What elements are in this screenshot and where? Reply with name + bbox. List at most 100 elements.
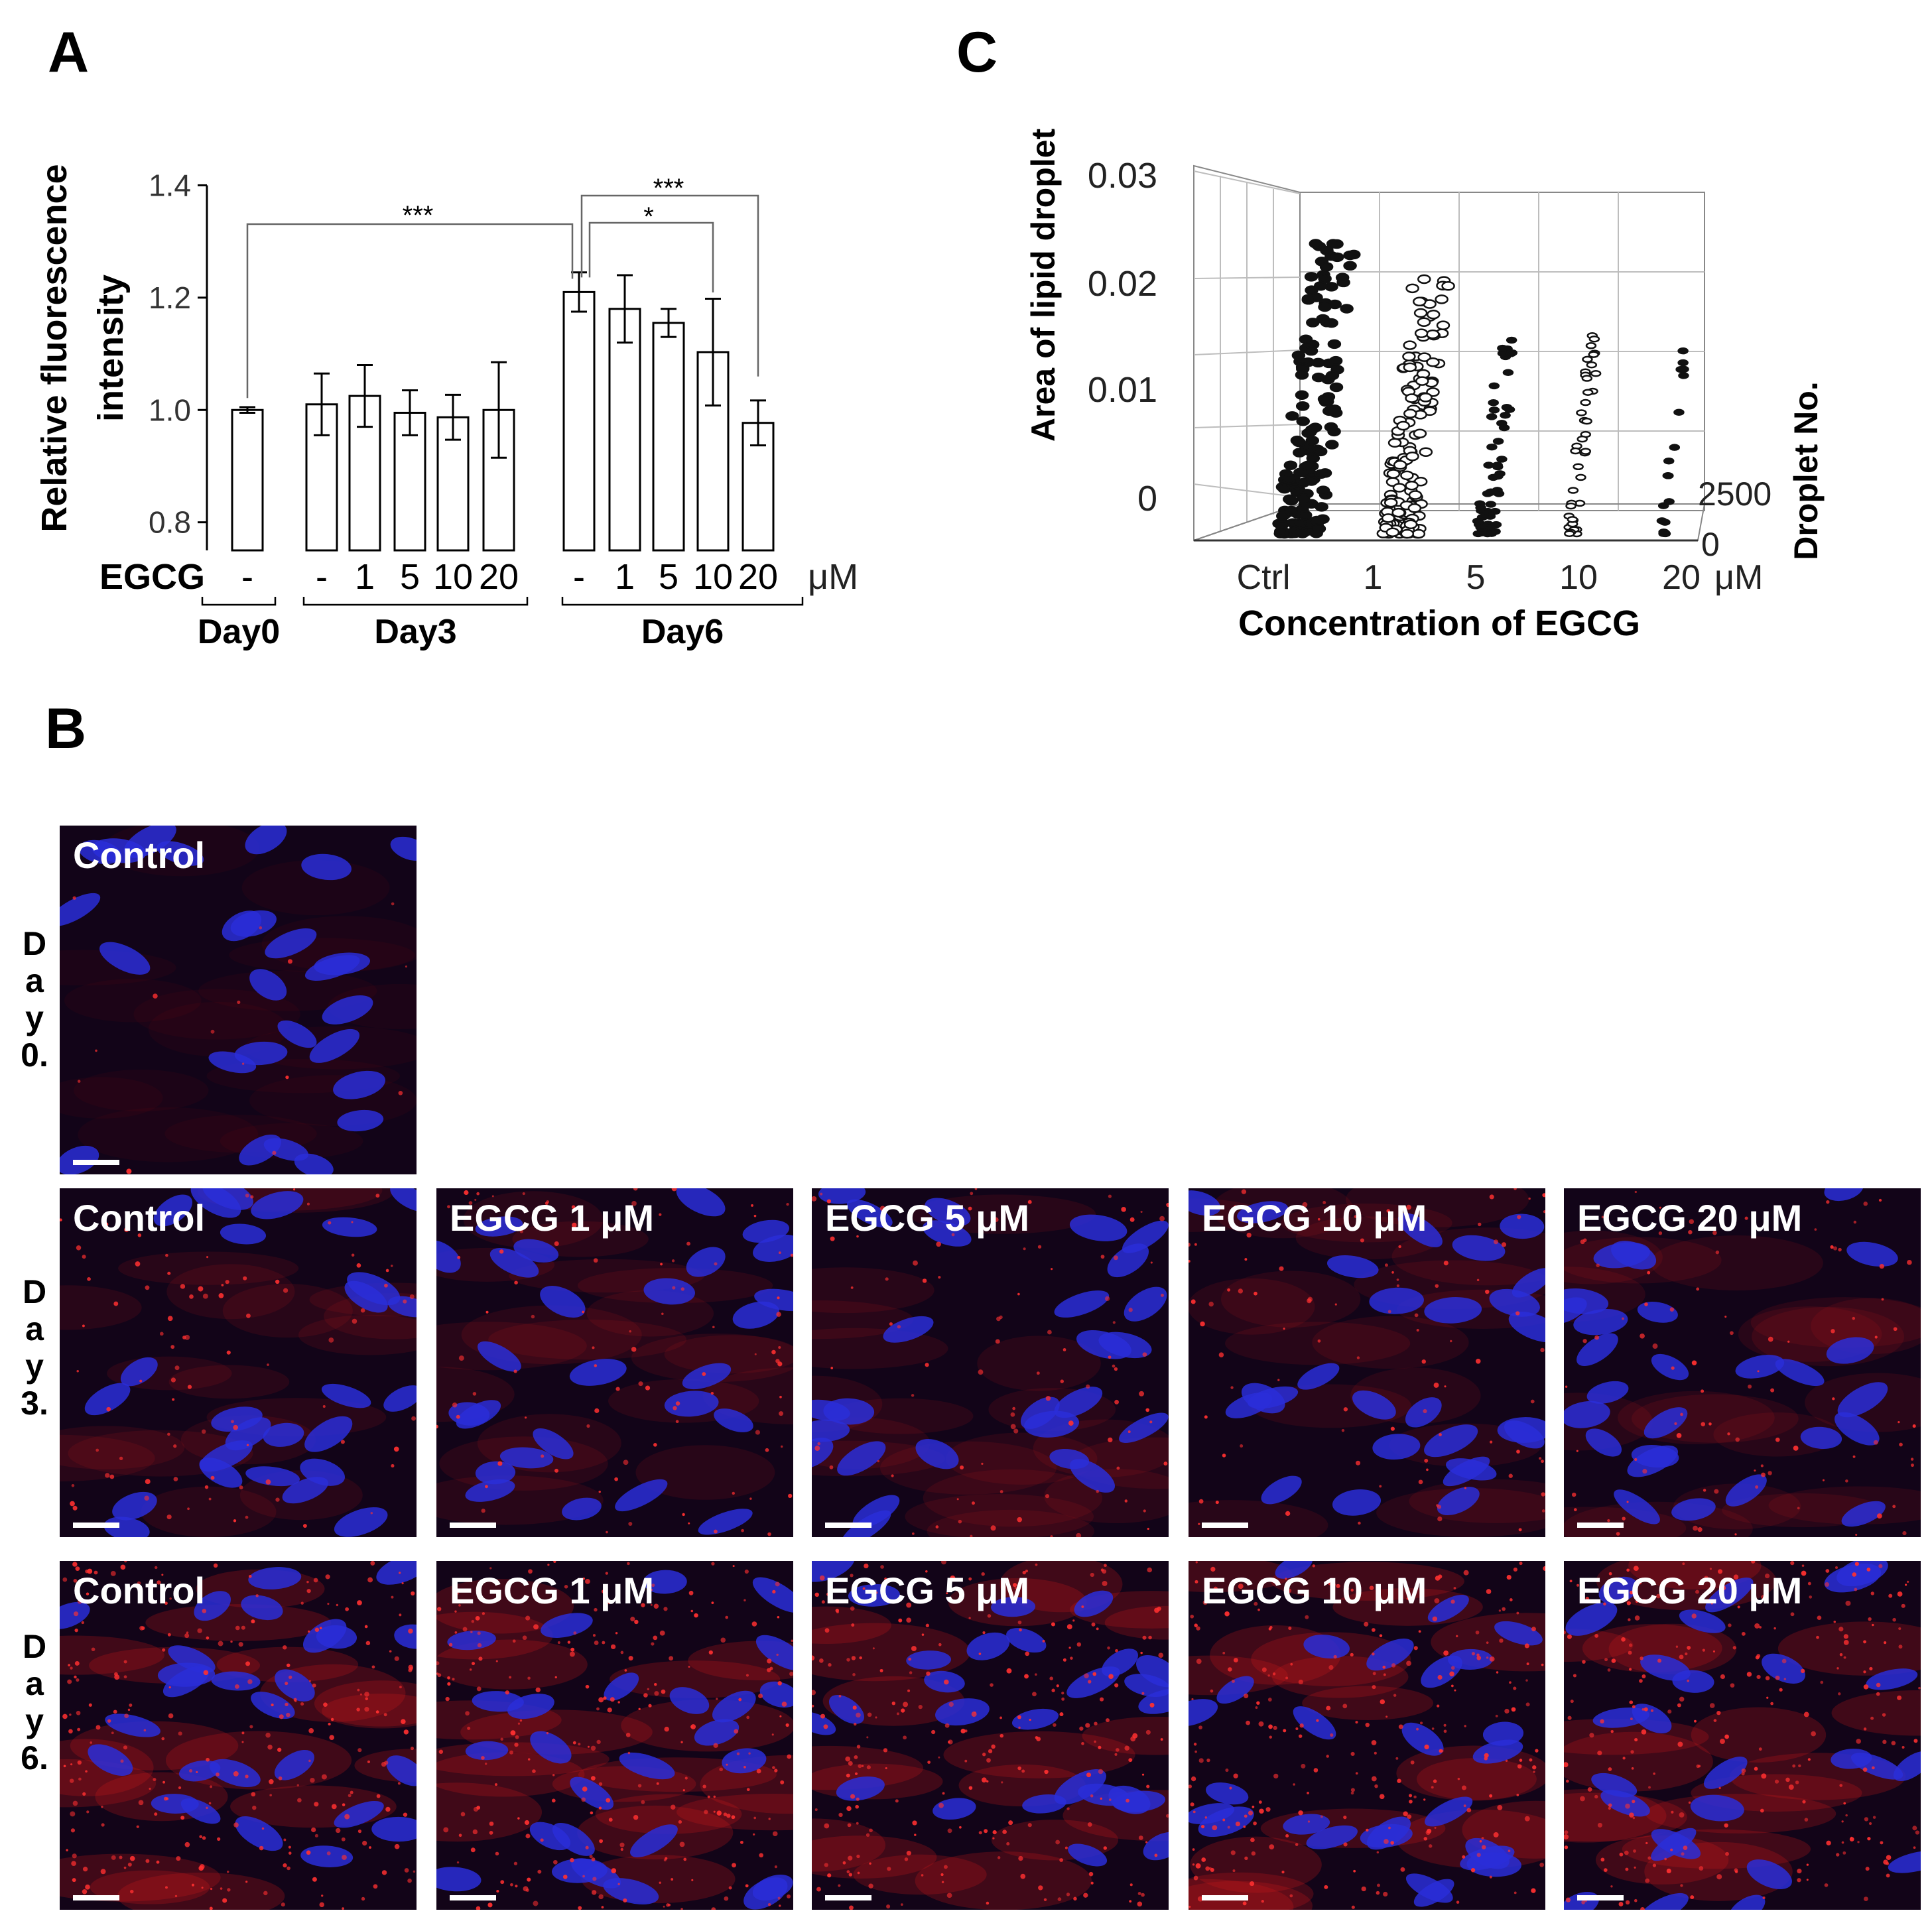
lipid-droplet	[269, 1794, 272, 1797]
data-point	[1480, 512, 1491, 520]
lipid-droplet	[767, 1902, 771, 1906]
lipid-droplet	[767, 1658, 772, 1664]
lipid-droplet	[1886, 1855, 1892, 1861]
cytoplasm	[460, 1710, 653, 1755]
lipid-droplet	[950, 1575, 956, 1581]
lipid-droplet	[1225, 1768, 1229, 1773]
nucleus	[274, 1749, 314, 1780]
cytoplasm	[1564, 1718, 1709, 1755]
data-point	[1500, 412, 1511, 419]
nucleus	[933, 1798, 976, 1820]
lipid-droplet	[383, 1713, 387, 1717]
lipid-droplet	[1594, 1794, 1598, 1799]
lipid-droplet	[90, 1741, 93, 1744]
nucleus	[1054, 1387, 1103, 1418]
cytoplasm	[812, 1267, 934, 1314]
data-point	[1309, 239, 1323, 249]
lipid-droplet	[1102, 1569, 1107, 1574]
lipid-droplet	[218, 1293, 224, 1298]
lipid-droplet	[820, 1192, 823, 1196]
lipid-droplet	[67, 1679, 72, 1684]
lipid-droplet	[1020, 1873, 1026, 1879]
lipid-droplet	[1240, 1444, 1244, 1448]
lipid-droplet	[812, 1655, 815, 1661]
nucleus	[1841, 1501, 1886, 1527]
lipid-droplet	[1256, 1701, 1260, 1705]
lipid-droplet	[1194, 1750, 1197, 1753]
lipid-droplet	[162, 1780, 165, 1784]
lipid-droplet	[438, 1749, 444, 1754]
lipid-droplet	[875, 1591, 878, 1594]
nucleus	[371, 1816, 417, 1842]
lipid-droplet	[643, 1693, 648, 1698]
lipid-droplet	[858, 1764, 862, 1769]
lipid-droplet	[514, 1742, 519, 1747]
lipid-droplet	[458, 1604, 461, 1607]
lipid-droplet	[1565, 1779, 1569, 1783]
lipid-droplet	[1836, 1853, 1840, 1857]
lipid-droplet	[238, 1642, 243, 1647]
data-point	[1407, 503, 1422, 513]
lipid-droplet	[1758, 1747, 1762, 1751]
data-point	[1413, 428, 1427, 439]
lipid-droplet	[1423, 1408, 1427, 1414]
nucleus	[722, 1748, 767, 1774]
cytoplasm	[610, 1660, 781, 1698]
nucleus	[168, 1645, 216, 1673]
lipid-droplet	[1355, 1721, 1358, 1724]
lipid-droplet	[350, 1790, 354, 1794]
lipid-droplet	[1198, 1758, 1204, 1763]
lipid-droplet	[1869, 1666, 1873, 1671]
nucleus	[248, 1567, 302, 1589]
lipid-droplet	[385, 1269, 389, 1273]
lipid-droplet	[1845, 1814, 1848, 1817]
nucleus	[1427, 1594, 1469, 1623]
nucleus	[376, 1561, 417, 1585]
lipid-droplet	[495, 1851, 499, 1856]
lipid-droplet	[1607, 1668, 1611, 1672]
cytoplasm	[60, 1077, 163, 1119]
lipid-droplet	[201, 1887, 204, 1889]
lipid-droplet	[476, 1806, 481, 1810]
lipid-droplet	[1761, 1472, 1766, 1477]
cytoplasm	[1564, 1628, 1634, 1662]
lipid-droplet	[776, 1653, 779, 1656]
lipid-droplet	[1911, 1463, 1914, 1467]
cytoplasm	[1564, 1792, 1687, 1841]
lipid-droplet	[1685, 1652, 1688, 1656]
lipid-droplet	[554, 1468, 559, 1473]
lipid-droplet	[935, 1525, 939, 1528]
lipid-droplet	[1400, 1867, 1405, 1872]
lipid-droplet	[1165, 1814, 1169, 1818]
lipid-droplet	[1241, 1189, 1247, 1194]
lipid-droplet	[1096, 1627, 1099, 1631]
cytoplasm	[1082, 1716, 1169, 1755]
data-point	[1492, 438, 1504, 445]
lipid-droplet	[1395, 1757, 1399, 1760]
lipid-droplet	[1733, 1574, 1739, 1580]
cytoplasm	[241, 860, 390, 916]
lipid-droplet	[1128, 1308, 1133, 1312]
lipid-droplet	[1759, 1626, 1762, 1629]
nucleus	[1424, 1424, 1478, 1458]
lipid-droplet	[812, 1196, 817, 1202]
lipid-droplet	[551, 1798, 556, 1803]
lipid-droplet	[326, 1851, 331, 1855]
lipid-droplet	[164, 1886, 168, 1889]
lipid-droplet	[1142, 1352, 1147, 1357]
lipid-droplet	[411, 1416, 416, 1421]
nucleus	[562, 1497, 602, 1521]
nucleus	[394, 1624, 417, 1649]
lipid-droplet	[1137, 1901, 1143, 1907]
lipid-droplet	[1806, 1879, 1809, 1881]
lipid-droplet	[1611, 1658, 1616, 1663]
data-point	[1677, 347, 1689, 355]
lipid-droplet	[1238, 1584, 1244, 1589]
lipid-droplet	[275, 1279, 280, 1284]
lipid-droplet	[1010, 1424, 1016, 1430]
nucleus	[812, 1561, 855, 1582]
lipid-droplet	[1233, 1773, 1238, 1778]
lipid-droplet	[342, 1803, 346, 1806]
nucleus	[263, 1422, 304, 1447]
lipid-droplet	[1463, 1570, 1469, 1576]
